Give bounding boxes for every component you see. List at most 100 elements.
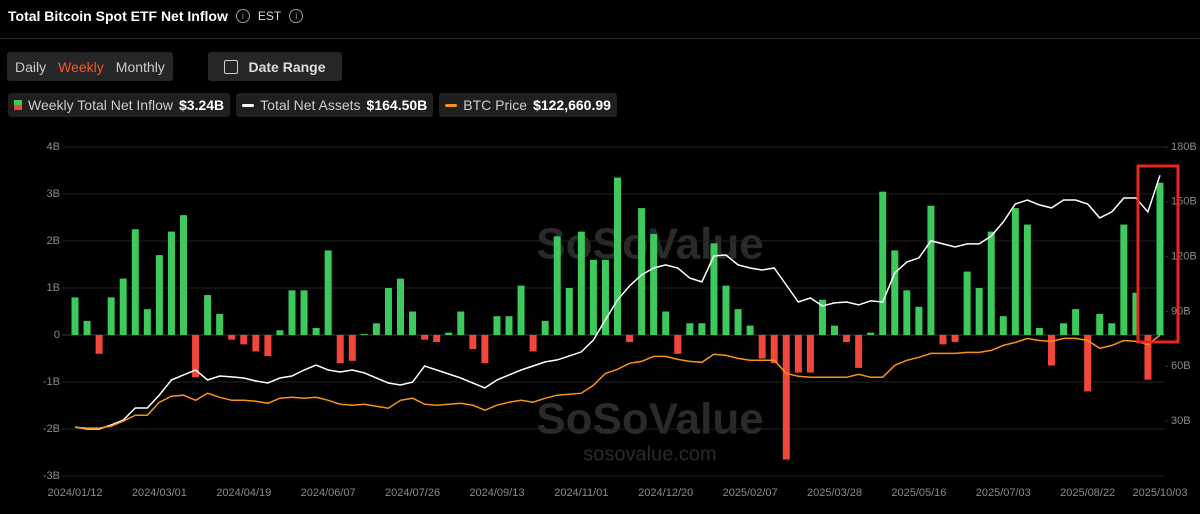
- x-tick-label: 2024/03/01: [132, 487, 187, 499]
- bar: [987, 231, 995, 335]
- title: Total Bitcoin Spot ETF Net Inflow: [8, 8, 228, 24]
- highlight-box: [1136, 164, 1180, 344]
- bar: [963, 271, 971, 335]
- bar: [565, 288, 573, 335]
- date-range-button[interactable]: Date Range: [208, 52, 342, 81]
- bar: [481, 335, 489, 364]
- x-tick-label: 2024/07/26: [385, 487, 440, 499]
- y2-tick-label: 120B: [1171, 251, 1197, 263]
- legend-swatch: [445, 103, 458, 107]
- bar: [360, 334, 368, 335]
- bar: [758, 335, 766, 359]
- watermark: SoSoValue SoSoValue sosovalue.com: [536, 220, 763, 466]
- bar: [372, 323, 380, 335]
- bar: [204, 295, 212, 335]
- watermark-url: sosovalue.com: [583, 443, 716, 465]
- header: Total Bitcoin Spot ETF Net Inflow i EST …: [8, 8, 304, 24]
- y-tick-label: 1B: [47, 282, 60, 294]
- bar: [662, 311, 670, 335]
- bar: [1144, 335, 1152, 380]
- bar: [927, 205, 935, 335]
- bar: [71, 297, 79, 335]
- x-tick-label: 2024/12/20: [638, 487, 693, 499]
- legend-item[interactable]: Weekly Total Net Inflow $3.24B: [8, 93, 231, 117]
- bar: [1096, 313, 1104, 335]
- bar: [541, 320, 549, 335]
- x-tick-label: 2025/10/03: [1132, 487, 1187, 499]
- bar: [300, 290, 308, 335]
- bar: [650, 233, 658, 335]
- bar: [288, 290, 296, 335]
- y2-tick-label: 180B: [1171, 141, 1197, 153]
- bar: [867, 332, 875, 335]
- bar: [517, 285, 525, 335]
- legend-value: $3.24B: [179, 97, 225, 113]
- bar: [1132, 292, 1140, 335]
- bar: [348, 335, 356, 361]
- bar: [577, 231, 585, 335]
- bar: [180, 215, 187, 335]
- period-button[interactable]: Daily: [15, 58, 47, 75]
- x-tick-label: 2024/01/12: [47, 487, 102, 499]
- bar: [264, 335, 272, 357]
- period-selector: Daily Weekly Monthly: [7, 52, 173, 81]
- x-tick-label: 2024/11/01: [554, 487, 608, 499]
- bar: [228, 335, 236, 340]
- bar: [674, 335, 682, 354]
- info-icon[interactable]: i: [235, 9, 250, 23]
- bar: [384, 288, 392, 335]
- date-range-label: Date Range: [248, 58, 326, 75]
- bar: [879, 191, 887, 335]
- bar: [818, 299, 826, 335]
- bar: [1084, 335, 1092, 392]
- legend: Weekly Total Net Inflow $3.24B Total Net A…: [8, 93, 617, 117]
- y-tick-label: 0: [54, 329, 60, 341]
- bar: [1023, 224, 1031, 335]
- bar: [746, 325, 754, 335]
- x-tick-label: 2024/04/19: [216, 487, 271, 499]
- legend-name: Weekly Total Net Inflow: [28, 97, 173, 113]
- y-tick-label: -3B: [43, 470, 60, 482]
- bar: [83, 320, 91, 335]
- legend-swatch: [14, 100, 22, 110]
- y2-tick-label: 60B: [1171, 360, 1191, 372]
- legend-value: $164.50B: [366, 97, 428, 113]
- y2-tick-label: 30B: [1171, 415, 1191, 427]
- bar: [252, 335, 260, 352]
- bar: [614, 177, 621, 335]
- bar: [143, 309, 151, 335]
- y-tick-label: 4B: [47, 141, 60, 153]
- y-tick-label: 2B: [47, 235, 60, 247]
- bar: [216, 313, 224, 335]
- bar: [1035, 327, 1043, 335]
- bar: [770, 335, 778, 364]
- x-tick-label: 2025/03/28: [807, 487, 862, 499]
- bar: [445, 332, 453, 335]
- x-tick-label: 2024/06/07: [301, 487, 356, 499]
- bar: [276, 330, 284, 335]
- bar: [626, 335, 634, 343]
- bar: [131, 229, 139, 335]
- period-button[interactable]: Monthly: [115, 58, 165, 75]
- bar: [1120, 224, 1128, 335]
- bar: [457, 311, 465, 335]
- bar: [312, 327, 320, 335]
- period-button[interactable]: Weekly: [58, 58, 104, 75]
- bar: [553, 236, 561, 335]
- bar: [722, 285, 730, 335]
- bar: [782, 335, 790, 460]
- bar: [999, 316, 1007, 335]
- bar: [119, 278, 127, 335]
- bar: [855, 335, 863, 368]
- bar: [734, 309, 742, 335]
- y2-tick-label: 150B: [1171, 196, 1197, 208]
- bar: [107, 297, 115, 335]
- legend-item[interactable]: BTC Price $122,660.99: [439, 93, 617, 117]
- info-icon[interactable]: i: [289, 9, 304, 23]
- calendar-icon: [224, 59, 239, 74]
- legend-item[interactable]: Total Net Assets $164.50B: [236, 93, 434, 117]
- bar: [1156, 182, 1164, 335]
- bar: [806, 335, 814, 373]
